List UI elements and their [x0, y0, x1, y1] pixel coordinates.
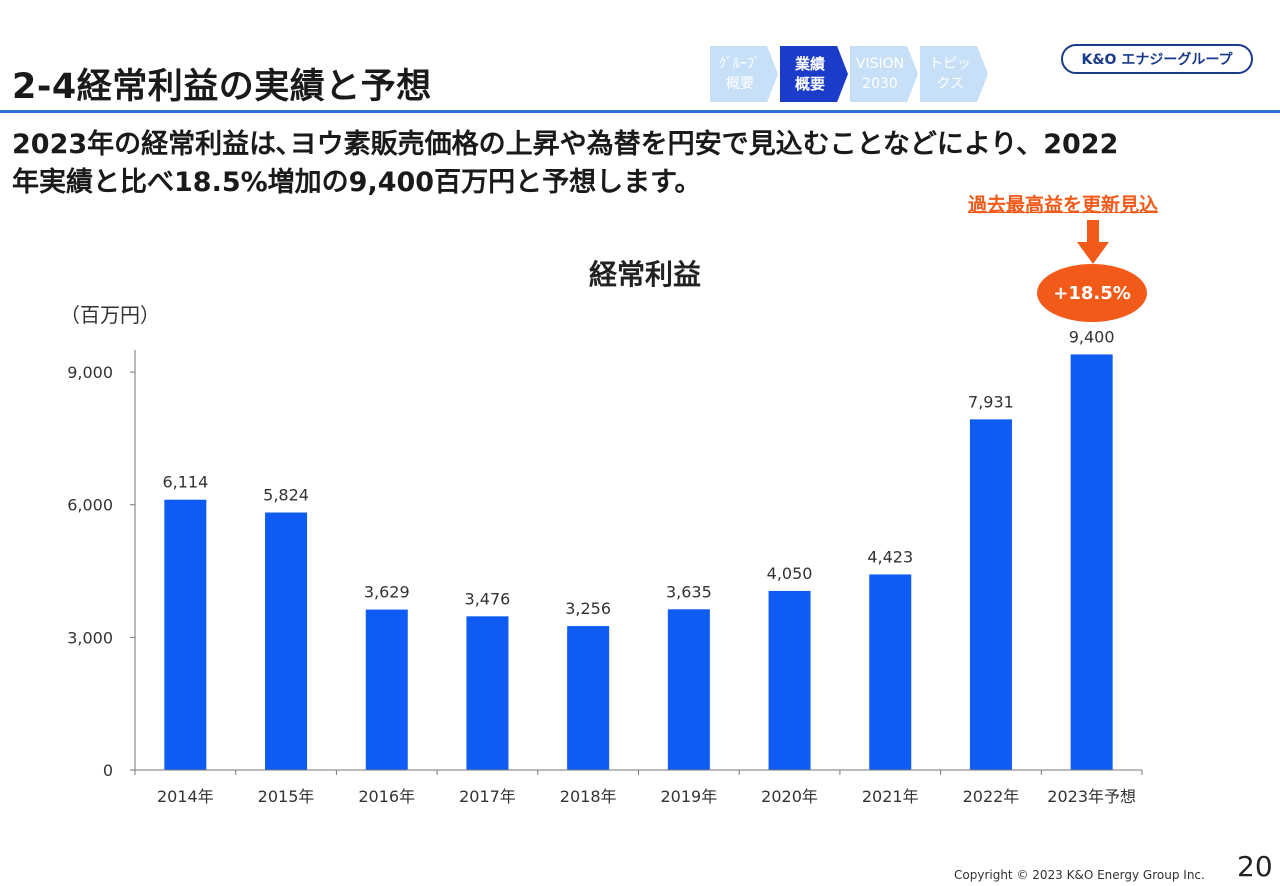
bar — [768, 590, 811, 770]
y-tick-label: 9,000 — [67, 363, 113, 382]
nav-step-group-overview[interactable]: ｸﾞﾙｰﾌﾟ 概要 — [710, 46, 778, 102]
bar-value-label: 5,824 — [263, 486, 309, 505]
bar — [869, 574, 912, 770]
growth-badge: +18.5% — [1037, 264, 1147, 322]
bar-value-label: 6,114 — [162, 473, 208, 492]
bar — [466, 616, 509, 770]
x-tick-label: 2021年 — [862, 787, 919, 806]
x-tick-label: 2014年 — [157, 787, 214, 806]
slide-title: 2-4経常利益の実績と予想 — [12, 67, 432, 107]
nav-step-label-2: 2030 — [862, 76, 898, 92]
nav-step-label-2: 概要 — [794, 75, 825, 93]
y-tick-label: 3,000 — [67, 628, 113, 647]
bar-value-label: 4,050 — [767, 564, 813, 583]
x-tick-label: 2020年 — [761, 787, 818, 806]
bar-value-label: 3,635 — [666, 582, 712, 601]
y-axis-unit-label: （百万円） — [60, 303, 160, 327]
nav-step-label-1: 業績 — [794, 55, 825, 73]
nav-step-topics[interactable]: トピッ クス — [920, 46, 988, 102]
x-tick-label: 2018年 — [560, 787, 617, 806]
bar — [969, 419, 1012, 770]
x-tick-label: 2015年 — [258, 787, 315, 806]
nav-step-label-2: 概要 — [726, 76, 754, 92]
company-logo: K&O エナジーグループ — [1061, 44, 1253, 74]
x-tick-label: 2019年 — [660, 787, 717, 806]
down-arrow-icon — [1077, 220, 1109, 264]
nav-step-vision-2030[interactable]: VISION 2030 — [850, 46, 918, 102]
x-tick-label: 2022年 — [963, 787, 1020, 806]
bar — [265, 512, 308, 770]
title-divider — [0, 110, 1280, 113]
chart-title: 経常利益 — [589, 258, 701, 291]
section-nav: ｸﾞﾙｰﾌﾟ 概要 業績 概要 VISION 2030 トピッ クス — [710, 46, 1000, 102]
record-profit-callout: 過去最高益を更新見込 — [968, 194, 1159, 216]
nav-step-label-1: ｸﾞﾙｰﾌﾟ — [719, 56, 761, 72]
bar-value-label: 3,629 — [364, 583, 410, 602]
bar-value-label: 3,256 — [565, 599, 611, 618]
bar — [567, 626, 610, 770]
ordinary-profit-chart: 経常利益 （百万円） 6,114 5,824 3,629 3,476 3,256 3,63… — [60, 258, 1143, 806]
nav-step-label-1: トピッ — [929, 56, 971, 72]
x-tick-label: 2016年 — [358, 787, 415, 806]
page-number: 20 — [1237, 850, 1273, 883]
nav-step-performance-overview[interactable]: 業績 概要 — [780, 46, 848, 102]
bar-value-label: 7,931 — [968, 392, 1014, 411]
bar-value-label: 4,423 — [867, 547, 913, 566]
y-tick-label: 6,000 — [67, 496, 113, 515]
description-line: 2023年の経常利益は､ヨウ素販売価格の上昇や為替を円安で見込むことなどにより、… — [12, 129, 1119, 160]
x-tick-label: 2017年 — [459, 787, 516, 806]
bars-layer: 6,114 5,824 3,629 3,476 3,256 3,635 4,050 4,423… — [162, 327, 1115, 770]
slide-description: 2023年の経常利益は､ヨウ素販売価格の上昇や為替を円安で見込むことなどにより、… — [12, 126, 1274, 202]
description-line: 年実績と比べ18.5%増加の9,400百万円と予想します。 — [12, 167, 702, 198]
y-tick-label: 0 — [103, 761, 113, 780]
bar — [164, 499, 207, 770]
bar — [365, 609, 408, 770]
copyright: Copyright © 2023 K&O Energy Group Inc. — [954, 868, 1205, 882]
axis-layer: 0 3,000 6,000 9,000 2014年 2015年 2016年 2017年 2018… — [67, 350, 1143, 806]
bar-value-label: 9,400 — [1069, 327, 1115, 346]
nav-step-label-1: VISION — [855, 56, 905, 72]
bar — [1070, 354, 1113, 770]
nav-step-label-2: クス — [936, 76, 964, 92]
bar-value-label: 3,476 — [465, 589, 511, 608]
x-tick-label: 2023年予想 — [1047, 787, 1136, 806]
bar — [667, 609, 710, 770]
